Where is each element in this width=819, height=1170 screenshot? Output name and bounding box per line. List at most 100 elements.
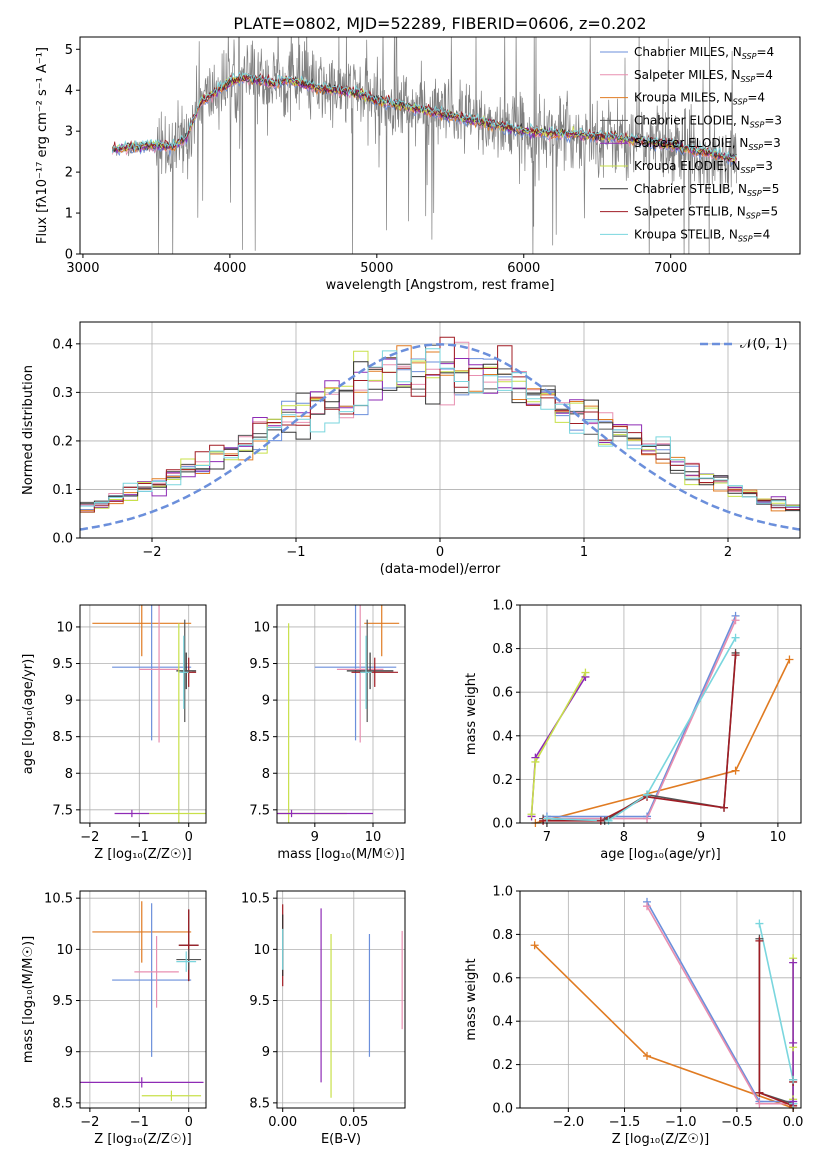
legend-entry-chabrier_miles: Chabrier MILES, NSSP=4 bbox=[634, 45, 774, 61]
panel-weight-vs-Z: −2.0 −1.5 −1.0 −0.5 0.0 0.0 0.2 0.4 0.6 0.8 1.0 Z [… bbox=[464, 885, 803, 1148]
weight-marker-salpeter_stelib bbox=[755, 936, 764, 945]
legend-entry-salpeter_stelib: Salpeter STELIB, NSSP=5 bbox=[634, 205, 778, 221]
weight-marker-salpeter_miles bbox=[643, 902, 652, 911]
x-tick-label: −2 bbox=[80, 830, 99, 845]
y-tick-label: 0 bbox=[65, 248, 73, 263]
panel-age-vs-Z: −2 −1 0 7.5 8 8.5 9 9.5 10 Z [log₁₀(Z/Z☉)] age [lo… bbox=[21, 604, 207, 862]
y-tick-label: 8 bbox=[262, 767, 270, 782]
weight-marker-kroupa_elodie bbox=[531, 757, 540, 766]
weight-marker-salpeter_miles bbox=[643, 814, 652, 823]
spectrum-legend: Chabrier MILES, NSSP=4 Salpeter MILES, NS… bbox=[600, 45, 782, 243]
y-tick-label: 8.5 bbox=[249, 730, 270, 745]
y-axis-label: mass [log₁₀(M/M☉)] bbox=[21, 936, 36, 1063]
plot-area-age-vs-Z bbox=[92, 605, 206, 823]
residual-histogram-salpeter_stelib bbox=[80, 336, 800, 513]
axes-frame bbox=[519, 604, 802, 824]
x-tick-label: 0 bbox=[436, 545, 444, 560]
weight-marker-kroupa_stelib bbox=[755, 919, 764, 928]
y-axis-label: Flux [fλ10⁻¹⁷ erg cm⁻² s⁻¹ A⁻¹] bbox=[35, 47, 50, 244]
y-tick-label: 0.6 bbox=[492, 686, 513, 701]
y-tick-label: 7.5 bbox=[249, 803, 270, 818]
x-tick-label: 9 bbox=[697, 830, 705, 845]
y-tick-label: 0.4 bbox=[492, 729, 513, 744]
y-tick-label: 0.8 bbox=[492, 928, 513, 943]
axes-frame bbox=[276, 890, 406, 1109]
x-axis-label: (data-model)/error bbox=[380, 562, 501, 577]
plot-area-mass-vs-Z bbox=[80, 901, 204, 1101]
y-tick-label: 0.8 bbox=[492, 642, 513, 657]
y-tick-label: 0.4 bbox=[492, 1015, 513, 1030]
x-tick-label: −2 bbox=[142, 545, 161, 560]
weight-marker-salpeter_miles bbox=[731, 616, 740, 625]
y-tick-label: 9 bbox=[65, 1045, 73, 1060]
weight-marker-salpeter_stelib bbox=[720, 803, 729, 812]
y-tick-label: 10 bbox=[253, 943, 270, 958]
y-tick-label: 10.5 bbox=[241, 892, 270, 907]
plot-area-spectrum bbox=[111, 37, 737, 254]
panel-residuals: −2 −1 0 1 2 0.0 0.1 0.2 0.3 0.4 (data-model)/error… bbox=[21, 321, 801, 577]
x-axis-label: Z [log₁₀(Z/Z☉)] bbox=[612, 1132, 709, 1147]
y-tick-label: 4 bbox=[65, 84, 73, 99]
x-tick-label: −1 bbox=[286, 545, 305, 560]
y-tick-label: 9.5 bbox=[52, 657, 73, 672]
y-tick-label: 5 bbox=[65, 43, 73, 58]
x-tick-label: −2.0 bbox=[553, 1115, 585, 1130]
weight-marker-kroupa_miles bbox=[785, 655, 794, 664]
x-tick-label: 10 bbox=[770, 830, 787, 845]
model-spectrum-kroupa_stelib bbox=[111, 71, 737, 160]
panel-age-vs-mass: 9 10 7.5 8 8.5 9 9.5 10 mass [log₁₀(M/M☉)] bbox=[249, 604, 406, 862]
y-axis-label: age [log₁₀(age/yr)] bbox=[21, 654, 36, 775]
weight-marker-kroupa_elodie bbox=[527, 810, 536, 819]
x-tick-label: 0.05 bbox=[339, 1115, 368, 1130]
legend-entry-normal: 𝒩(0, 1) bbox=[740, 337, 787, 352]
x-tick-label: 1 bbox=[580, 545, 588, 560]
y-axis-label: Normed distribution bbox=[21, 365, 36, 495]
weight-marker-kroupa_miles bbox=[731, 766, 740, 775]
weight-marker-salpeter_stelib bbox=[755, 1088, 764, 1097]
x-tick-label: 4000 bbox=[213, 261, 246, 276]
panel-mass-vs-Z: −2 −1 0 8.5 9 9.5 10 10.5 Z [log₁₀(Z/Z☉)] mass [l… bbox=[21, 890, 207, 1147]
weight-marker-kroupa_miles bbox=[643, 1051, 652, 1060]
y-tick-label: 10 bbox=[253, 620, 270, 635]
normal-distribution-curve bbox=[80, 343, 800, 531]
weight-marker-kroupa_stelib bbox=[542, 814, 551, 823]
weight-marker-kroupa_miles bbox=[530, 941, 539, 950]
plot-area-residuals bbox=[80, 336, 800, 531]
y-tick-label: 0.2 bbox=[52, 434, 73, 449]
axes-frame bbox=[276, 604, 406, 824]
x-tick-label: −2 bbox=[80, 1115, 99, 1130]
x-tick-label: 10 bbox=[365, 830, 382, 845]
y-tick-label: 9.5 bbox=[52, 994, 73, 1009]
panel-mass-vs-ebv: 0.00 0.05 8.5 9 9.5 10 10.5 E(B-V) bbox=[241, 890, 406, 1147]
x-tick-label: 0 bbox=[185, 830, 193, 845]
x-tick-label: −1 bbox=[130, 830, 149, 845]
y-tick-label: 8.5 bbox=[52, 1096, 73, 1111]
panel-weight-vs-age: 7 8 9 10 0.0 0.2 0.4 0.6 0.8 1.0 age [log₁₀(age/yr… bbox=[464, 599, 802, 862]
figure-title: PLATE=0802, MJD=52289, FIBERID=0606, z=0… bbox=[233, 14, 646, 33]
x-tick-label: 7 bbox=[543, 830, 551, 845]
y-tick-label: 10 bbox=[56, 943, 73, 958]
x-axis-label: wavelength [Angstrom, rest frame] bbox=[326, 278, 555, 293]
legend-entry-chabrier_stelib: Chabrier STELIB, NSSP=5 bbox=[634, 182, 779, 198]
panel-spectrum: 3000 4000 5000 6000 7000 0 1 2 3 4 5 wavelength [An… bbox=[35, 36, 801, 293]
y-tick-label: 2 bbox=[65, 166, 73, 181]
y-tick-label: 9 bbox=[65, 694, 73, 709]
y-axis-label: mass weight bbox=[464, 958, 479, 1040]
y-tick-label: 3 bbox=[65, 125, 73, 140]
y-tick-label: 8.5 bbox=[52, 730, 73, 745]
residual-histogram-kroupa_stelib bbox=[80, 348, 800, 507]
weight-marker-salpeter_elodie bbox=[789, 958, 798, 967]
x-tick-label: 0.0 bbox=[783, 1115, 804, 1130]
axes-frame bbox=[519, 890, 802, 1109]
y-tick-label: 0.0 bbox=[52, 532, 73, 547]
weight-marker-kroupa_stelib bbox=[789, 1075, 798, 1084]
x-tick-label: −1 bbox=[130, 1115, 149, 1130]
weight-marker-kroupa_elodie bbox=[581, 668, 590, 677]
x-tick-label: 7000 bbox=[654, 261, 687, 276]
legend-entry-kroupa_miles: Kroupa MILES, NSSP=4 bbox=[634, 91, 765, 107]
weight-line-kroupa_stelib bbox=[546, 637, 737, 822]
x-tick-label: 0.00 bbox=[268, 1115, 297, 1130]
legend-entry-chabrier_elodie: Chabrier ELODIE, NSSP=3 bbox=[634, 113, 782, 129]
x-tick-label: −1.0 bbox=[665, 1115, 697, 1130]
